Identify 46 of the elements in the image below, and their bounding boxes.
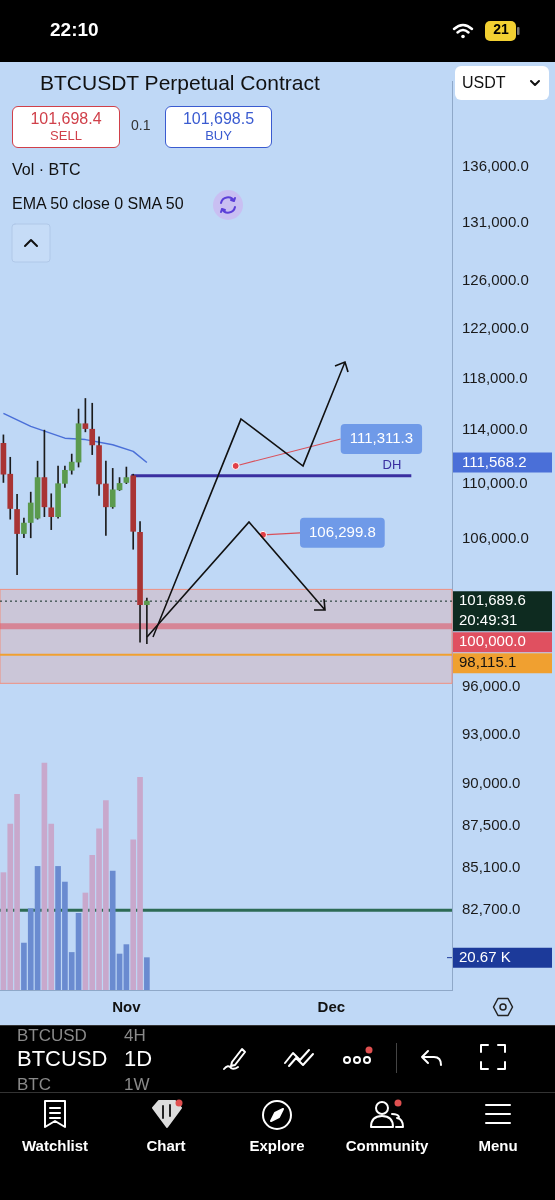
text: Community: [344, 1137, 430, 1155]
y-tick-label: 111,568.2: [462, 452, 527, 470]
text: Watchlist: [20, 1137, 90, 1155]
y-tick-label: 82,700.0: [462, 900, 521, 918]
text: Explore: [248, 1137, 306, 1155]
y-tick-label: 136,000.0: [462, 156, 529, 174]
y2-tick-label: 20.67 K: [459, 947, 511, 965]
y-tick-label: 118,000.0: [462, 368, 528, 386]
annotation: BUY: [204, 128, 233, 144]
text: BTCUSD: [17, 1046, 108, 1072]
annotation: SELL: [49, 128, 83, 144]
text: 4H: [124, 1026, 146, 1046]
annotation: Vol · BTC: [12, 161, 81, 179]
annotation: 101,698.4: [29, 110, 103, 128]
text: USDT: [462, 74, 506, 92]
text: Menu: [477, 1137, 519, 1155]
y-tick-label: 122,000.0: [462, 319, 529, 337]
y-tick-label: 93,000.0: [462, 724, 521, 742]
ref-line-label: 101,689.6: [459, 591, 526, 609]
ref-line-label: 98,115.1: [459, 653, 517, 671]
x-tick-label: Nov: [112, 998, 142, 1016]
text: BTCUSD: [17, 1026, 87, 1046]
chart-title: BTCUSDT Perpetual Contract: [40, 71, 320, 95]
text: 1D: [124, 1046, 153, 1072]
annotation: 106,299.8: [309, 522, 376, 540]
y-tick-label: 131,000.0: [462, 212, 529, 230]
y-tick-label: 114,000.0: [462, 420, 528, 438]
annotation: EMA 50 close 0 SMA 50: [12, 195, 184, 213]
text: BTC: [17, 1075, 51, 1095]
text: 22:10: [50, 19, 99, 41]
text: 20:49:31: [459, 611, 518, 629]
y-tick-label: 126,000.0: [462, 270, 529, 288]
text: 1W: [124, 1075, 150, 1095]
y-tick-label: 96,000.0: [462, 677, 521, 695]
y-tick-label: 106,000.0: [462, 529, 529, 547]
text: Chart: [145, 1137, 187, 1155]
y-tick-label: 87,500.0: [462, 815, 521, 833]
annotation: 101,698.5: [181, 110, 256, 128]
annotation: 111,311.3: [349, 429, 414, 447]
y-tick-label: 90,000.0: [462, 773, 521, 791]
ref-line-label: 100,000.0: [459, 632, 526, 650]
x-tick-label: Dec: [317, 998, 346, 1016]
y-tick-label: 110,000.0: [462, 473, 528, 491]
y-tick-label: 85,100.0: [462, 857, 521, 875]
annotation: 0.1: [131, 117, 151, 134]
ref-line-label: DH: [382, 456, 402, 472]
